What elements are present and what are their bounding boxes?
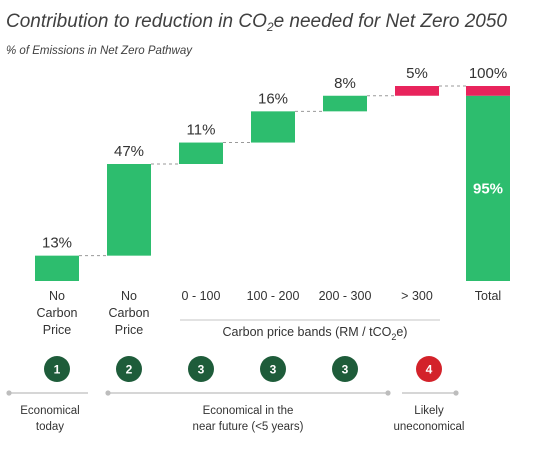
stage-badge xyxy=(332,356,358,382)
bar-value-label: 13% xyxy=(42,235,72,252)
stage-badge xyxy=(188,356,214,382)
total-bar-segment-1 xyxy=(466,95,510,281)
chart-title: Contribution to reduction in CO2e needed… xyxy=(6,11,507,34)
bar-value-label: 16% xyxy=(258,90,288,107)
chart-subtitle: % of Emissions in Net Zero Pathway xyxy=(6,45,193,57)
stage-badge xyxy=(44,356,70,382)
stage-badge-number: 3 xyxy=(198,363,205,377)
category-label: 0 - 100 xyxy=(182,289,221,303)
plot-area: 13% No Carbon Price 47% No Carbon Price 11% 0 - 1… xyxy=(35,65,510,337)
timeline-dot xyxy=(453,390,459,396)
bar-value-label: 8% xyxy=(334,75,356,92)
total-segment-label: 95% xyxy=(473,180,503,197)
total-value-label: 100% xyxy=(469,65,507,82)
category-label: 100 - 200 xyxy=(247,289,300,303)
timeline: Economical today Economical in the near fut… xyxy=(6,390,464,433)
category-label-total: Total xyxy=(475,289,501,303)
carbon-price-bands-label: Carbon price bands (RM / tCO2e) xyxy=(223,325,408,342)
stage-badge xyxy=(116,356,142,382)
total-bar-segment-2 xyxy=(466,86,510,96)
stage-badge xyxy=(260,356,286,382)
stage-badge-number: 3 xyxy=(342,363,349,377)
stage-label: Economical today xyxy=(20,405,79,433)
stage-label: Likely uneconomical xyxy=(394,405,465,433)
bar-value-label: 5% xyxy=(406,65,428,82)
category-label: > 300 xyxy=(401,289,433,303)
stage-badge-number: 3 xyxy=(270,363,277,377)
bar-step-5 xyxy=(323,95,367,112)
timeline-dot xyxy=(6,390,12,396)
stage-label: Economical in the near future (<5 years) xyxy=(193,405,304,433)
bar-step-2 xyxy=(107,164,151,256)
category-label: 200 - 300 xyxy=(319,289,372,303)
bar-value-label: 47% xyxy=(114,143,144,160)
bar-step-4 xyxy=(251,111,295,143)
badge-row: 1 2 3 3 3 4 xyxy=(44,356,442,382)
bar-step-6 xyxy=(395,86,439,96)
timeline-dot xyxy=(385,390,391,396)
stage-badge xyxy=(416,356,442,382)
bar-step-3 xyxy=(179,142,223,164)
category-label: No Carbon Price xyxy=(109,289,150,337)
stage-badge-number: 4 xyxy=(426,363,433,377)
category-label: No Carbon Price xyxy=(37,289,78,337)
stage-badge-number: 2 xyxy=(126,363,133,377)
timeline-dot xyxy=(105,390,111,396)
bar-step-1 xyxy=(35,255,79,281)
bar-value-label: 11% xyxy=(187,122,216,139)
stage-badge-number: 1 xyxy=(54,363,61,377)
